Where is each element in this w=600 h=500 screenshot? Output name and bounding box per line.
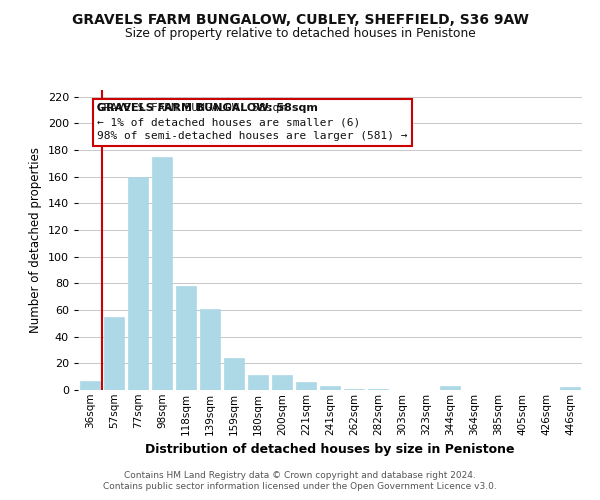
Bar [176, 286, 196, 390]
Bar [440, 386, 460, 390]
Text: GRAVELS FARM BUNGALOW: 58sqm: GRAVELS FARM BUNGALOW: 58sqm [97, 104, 318, 114]
Bar [200, 308, 220, 390]
Bar [296, 382, 316, 390]
Bar [80, 380, 100, 390]
Text: Contains public sector information licensed under the Open Government Licence v3: Contains public sector information licen… [103, 482, 497, 491]
Bar [344, 388, 364, 390]
Bar [248, 376, 268, 390]
Bar [152, 156, 172, 390]
Text: GRAVELS FARM BUNGALOW, CUBLEY, SHEFFIELD, S36 9AW: GRAVELS FARM BUNGALOW, CUBLEY, SHEFFIELD… [71, 12, 529, 26]
Text: Size of property relative to detached houses in Penistone: Size of property relative to detached ho… [125, 28, 475, 40]
Bar [272, 376, 292, 390]
Bar [128, 176, 148, 390]
Bar [368, 388, 388, 390]
Bar [320, 386, 340, 390]
Text: Contains HM Land Registry data © Crown copyright and database right 2024.: Contains HM Land Registry data © Crown c… [124, 471, 476, 480]
Bar [560, 388, 580, 390]
Text: GRAVELS FARM BUNGALOW: 58sqm
← 1% of detached houses are smaller (6)
98% of semi: GRAVELS FARM BUNGALOW: 58sqm ← 1% of det… [97, 104, 408, 142]
Y-axis label: Number of detached properties: Number of detached properties [29, 147, 42, 333]
X-axis label: Distribution of detached houses by size in Penistone: Distribution of detached houses by size … [145, 443, 515, 456]
Bar [224, 358, 244, 390]
Bar [104, 316, 124, 390]
